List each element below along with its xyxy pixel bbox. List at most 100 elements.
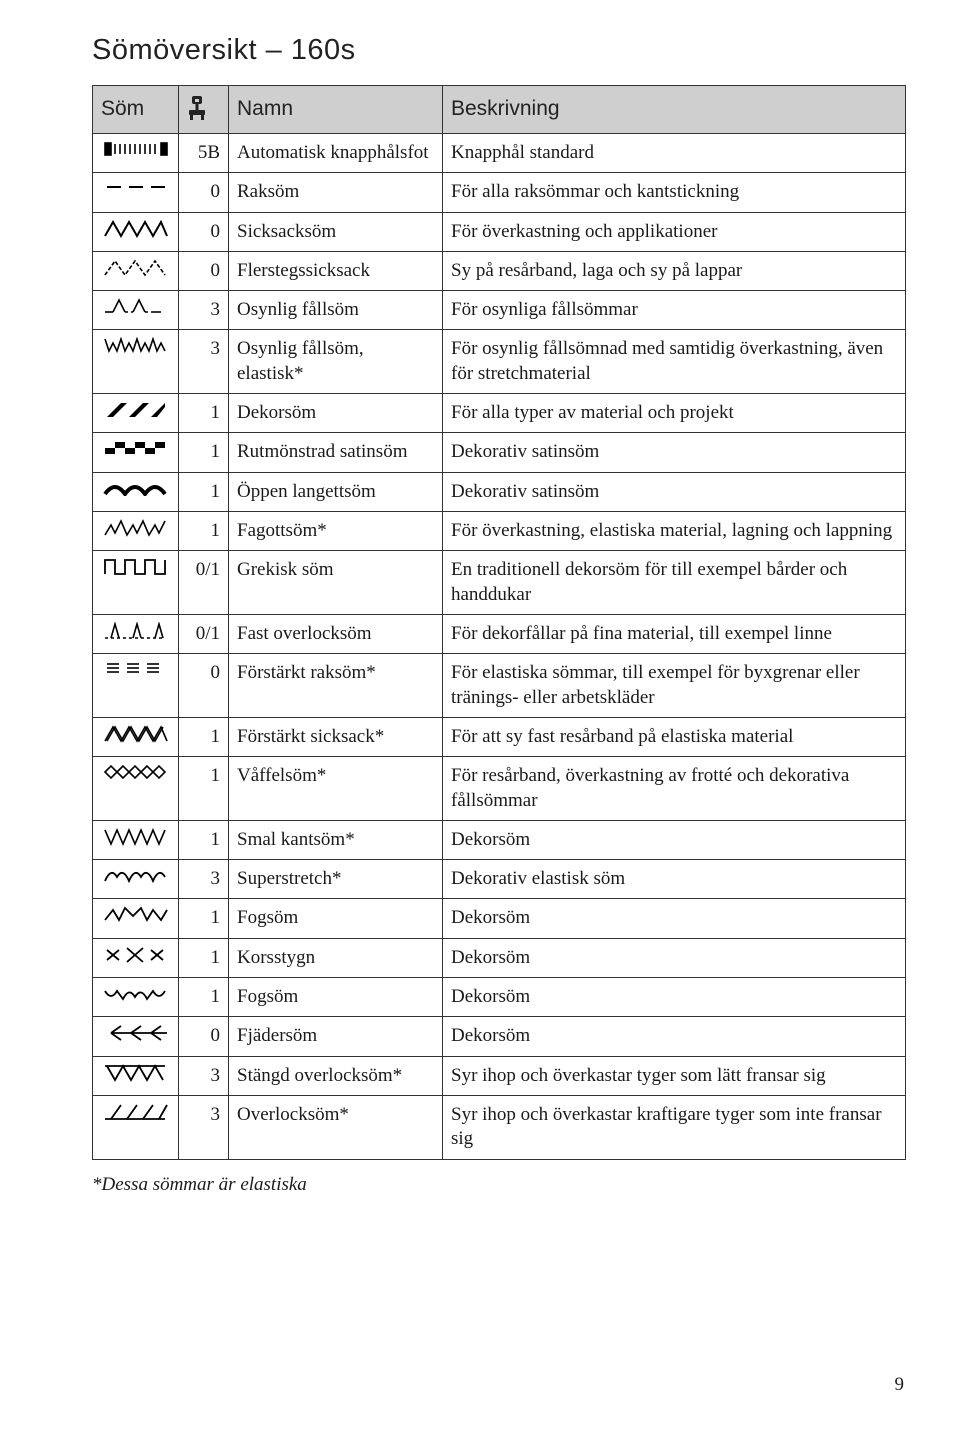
stitch-icon-fagot <box>93 512 179 551</box>
stitch-icon-superstretch <box>93 860 179 899</box>
stitch-desc: Sy på resårband, laga och sy på lappar <box>443 251 906 290</box>
stitch-icon-cross-stitch <box>93 938 179 977</box>
table-row: 3 Stängd overlocksöm* Syr ihop och överk… <box>93 1056 906 1095</box>
stitch-icon-blind-hem-elastic <box>93 330 179 394</box>
stitch-icon-scallop <box>93 472 179 511</box>
stitch-icon-fast-overlock <box>93 614 179 653</box>
stitch-number: 3 <box>179 860 229 899</box>
header-som: Söm <box>93 86 179 134</box>
stitch-icon-feather <box>93 1017 179 1056</box>
page: Sömöversikt – 160s Söm <box>0 0 960 1430</box>
stitch-name: Fogsöm <box>229 978 443 1017</box>
stitch-number: 1 <box>179 472 229 511</box>
stitch-name: Overlocksöm* <box>229 1096 443 1160</box>
table-row: 1 Våffelsöm* För resårband, överkastning… <box>93 757 906 821</box>
stitch-name: Våffelsöm* <box>229 757 443 821</box>
stitch-desc: För osynliga fållsömmar <box>443 291 906 330</box>
stitch-number: 3 <box>179 1096 229 1160</box>
stitch-number: 3 <box>179 1056 229 1095</box>
table-row: 3 Osynlig fållsöm För osynliga fållsömma… <box>93 291 906 330</box>
stitch-desc: Dekorsöm <box>443 938 906 977</box>
stitch-icon-decor-block <box>93 394 179 433</box>
stitch-desc: Syr ihop och överkastar kraftigare tyger… <box>443 1096 906 1160</box>
table-row: 0/1 Fast overlocksöm För dekorfållar på … <box>93 614 906 653</box>
stitch-name: Osynlig fållsöm, elastisk* <box>229 330 443 394</box>
stitch-desc: Dekorsöm <box>443 899 906 938</box>
stitch-desc: Dekorsöm <box>443 978 906 1017</box>
stitch-name: Fagottsöm* <box>229 512 443 551</box>
stitch-name: Förstärkt raksöm* <box>229 654 443 718</box>
table-row: 1 Korsstygn Dekorsöm <box>93 938 906 977</box>
page-title: Sömöversikt – 160s <box>92 34 906 67</box>
stitch-name: Smal kantsöm* <box>229 820 443 859</box>
stitch-desc: För dekorfållar på fina material, till e… <box>443 614 906 653</box>
table-row: 1 Dekorsöm För alla typer av material oc… <box>93 394 906 433</box>
stitch-desc: En traditionell dekorsöm för till exempe… <box>443 551 906 615</box>
table-row: 1 Förstärkt sicksack* För att sy fast re… <box>93 717 906 756</box>
stitch-name: Fast overlocksöm <box>229 614 443 653</box>
stitch-number: 1 <box>179 938 229 977</box>
stitch-desc: För alla typer av material och projekt <box>443 394 906 433</box>
header-num <box>179 86 229 134</box>
stitch-number: 3 <box>179 291 229 330</box>
stitch-desc: Dekorativ satinsöm <box>443 472 906 511</box>
stitch-name: Korsstygn <box>229 938 443 977</box>
header-name: Namn <box>229 86 443 134</box>
stitch-icon-joining-a <box>93 899 179 938</box>
stitch-number: 1 <box>179 433 229 472</box>
stitch-desc: För elastiska sömmar, till exempel för b… <box>443 654 906 718</box>
stitch-icon-buttonhole <box>93 133 179 172</box>
table-row: 0/1 Grekisk söm En traditionell dekorsöm… <box>93 551 906 615</box>
stitch-name: Osynlig fållsöm <box>229 291 443 330</box>
table-row: 3 Superstretch* Dekorativ elastisk söm <box>93 860 906 899</box>
stitch-number: 0 <box>179 1017 229 1056</box>
stitch-number: 1 <box>179 512 229 551</box>
stitch-icon-joining-b <box>93 978 179 1017</box>
stitch-desc: För överkastning, elastiska material, la… <box>443 512 906 551</box>
table-row: 1 Smal kantsöm* Dekorsöm <box>93 820 906 859</box>
stitch-number: 0/1 <box>179 551 229 615</box>
header-desc: Beskrivning <box>443 86 906 134</box>
stitch-desc: Knapphål standard <box>443 133 906 172</box>
stitch-name: Förstärkt sicksack* <box>229 717 443 756</box>
stitch-name: Automatisk knapphålsfot <box>229 133 443 172</box>
stitch-name: Fjädersöm <box>229 1017 443 1056</box>
stitch-number: 0 <box>179 173 229 212</box>
stitch-number: 0 <box>179 212 229 251</box>
stitch-number: 1 <box>179 757 229 821</box>
page-number: 9 <box>895 1374 905 1396</box>
stitch-name: Raksöm <box>229 173 443 212</box>
stitch-desc: Syr ihop och överkastar tyger som lätt f… <box>443 1056 906 1095</box>
stitch-number: 0 <box>179 654 229 718</box>
table-row: 3 Osynlig fållsöm, elastisk* För osynlig… <box>93 330 906 394</box>
stitch-number: 1 <box>179 899 229 938</box>
stitch-icon-straight <box>93 173 179 212</box>
stitch-icon-checker-satin <box>93 433 179 472</box>
table-row: 0 Raksöm För alla raksömmar och kantstic… <box>93 173 906 212</box>
stitch-icon-narrow-edge <box>93 820 179 859</box>
table-row: 1 Fagottsöm* För överkastning, elastiska… <box>93 512 906 551</box>
table-row: 0 Förstärkt raksöm* För elastiska sömmar… <box>93 654 906 718</box>
footnote: *Dessa sömmar är elastiska <box>92 1174 906 1196</box>
stitch-icon-closed-overlock <box>93 1056 179 1095</box>
stitch-icon-reinforced-zigzag <box>93 717 179 756</box>
stitch-icon-overlock <box>93 1096 179 1160</box>
stitch-number: 3 <box>179 330 229 394</box>
table-row: 0 Flerstegssicksack Sy på resårband, lag… <box>93 251 906 290</box>
table-row: 0 Fjädersöm Dekorsöm <box>93 1017 906 1056</box>
stitch-desc: För resårband, överkastning av frotté oc… <box>443 757 906 821</box>
stitch-desc: Dekorativ elastisk söm <box>443 860 906 899</box>
stitch-desc: Dekorativ satinsöm <box>443 433 906 472</box>
stitch-icon-waffle <box>93 757 179 821</box>
stitch-desc: För att sy fast resårband på elastiska m… <box>443 717 906 756</box>
stitch-icon-greek-key <box>93 551 179 615</box>
stitch-name: Dekorsöm <box>229 394 443 433</box>
stitch-name: Rutmönstrad satinsöm <box>229 433 443 472</box>
stitch-name: Fogsöm <box>229 899 443 938</box>
stitch-number: 1 <box>179 717 229 756</box>
stitch-desc: Dekorsöm <box>443 820 906 859</box>
table-row: 0 Sicksacksöm För överkastning och appli… <box>93 212 906 251</box>
table-row: 1 Fogsöm Dekorsöm <box>93 978 906 1017</box>
stitch-number: 5B <box>179 133 229 172</box>
stitch-number: 0 <box>179 251 229 290</box>
